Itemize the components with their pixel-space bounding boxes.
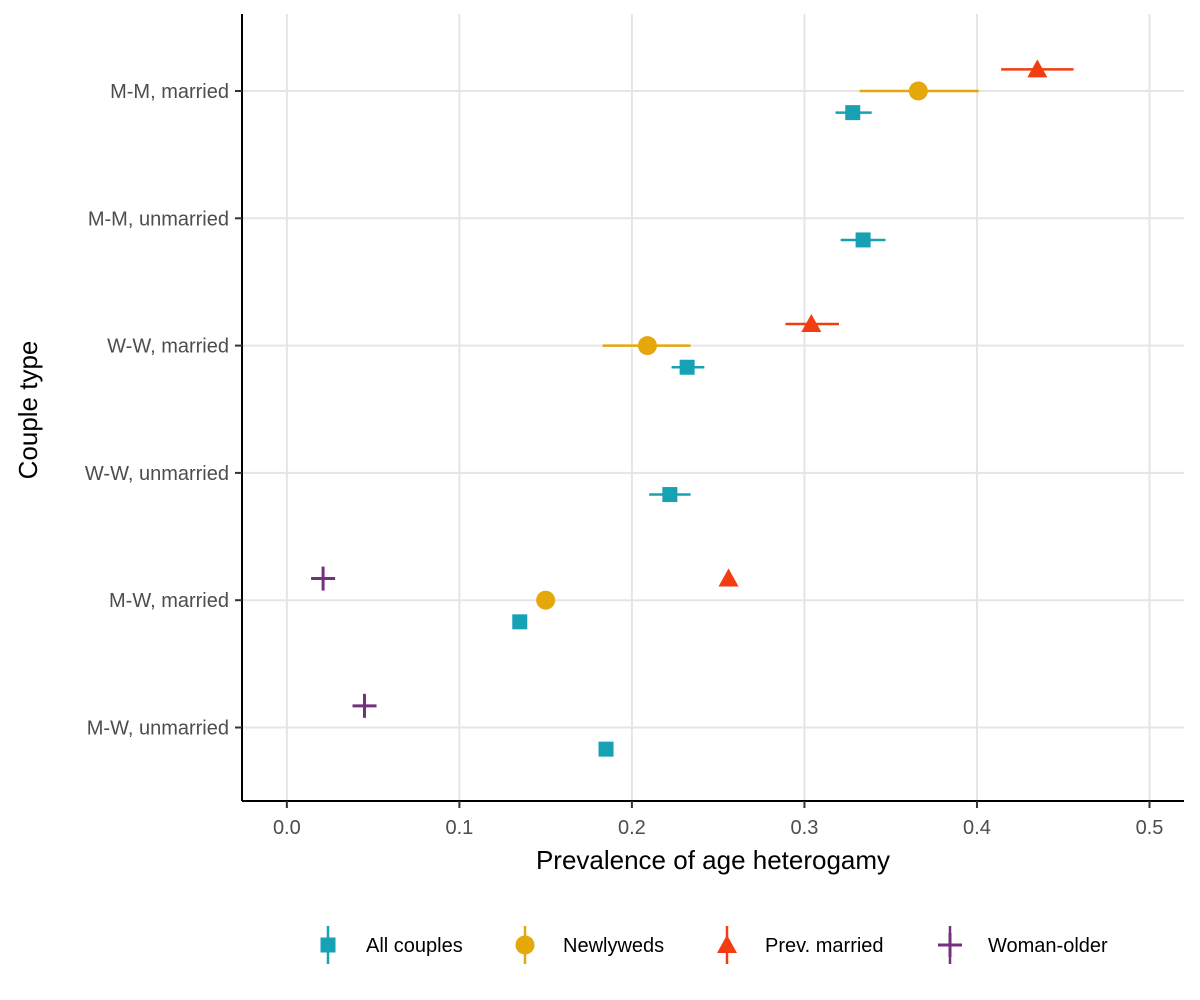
x-tick-label: 0.3 <box>791 817 819 839</box>
data-point <box>598 741 614 757</box>
legend-label: All couples <box>366 935 463 957</box>
legend-label: Newlyweds <box>563 935 664 957</box>
point-marker <box>1027 59 1048 78</box>
y-axis-title: Couple type <box>13 341 43 480</box>
data-point <box>649 487 691 503</box>
point-marker <box>536 590 556 610</box>
series-woman-older <box>311 566 377 718</box>
point-marker <box>908 81 928 101</box>
axes <box>241 14 1184 802</box>
category-label: W-W, unmarried <box>85 463 229 485</box>
category-label: M-W, unmarried <box>87 718 229 740</box>
data-point <box>859 81 979 101</box>
point-marker <box>801 313 822 332</box>
series-all-couples <box>512 105 886 757</box>
data-point <box>785 313 839 332</box>
data-point <box>602 336 691 356</box>
x-tick-label: 0.2 <box>618 817 646 839</box>
x-tick-label: 0.5 <box>1136 817 1164 839</box>
x-tick-label: 0.0 <box>273 817 301 839</box>
data-point <box>311 566 336 591</box>
legend-key-marker <box>938 933 962 957</box>
category-label: W-W, married <box>107 336 229 358</box>
data-point <box>840 232 886 248</box>
legend-label: Prev. married <box>765 935 884 957</box>
point-marker <box>637 336 657 356</box>
data-point <box>512 614 528 630</box>
legend-item: Newlyweds <box>515 926 664 964</box>
tick-labels: 0.0 0.1 0.2 0.3 0.4 0.5 M-M, married M-M, unmar… <box>85 81 1164 839</box>
series-prev-married <box>718 59 1074 587</box>
point-marker <box>598 741 614 757</box>
legend-key-marker <box>717 935 737 953</box>
point-marker <box>845 105 861 121</box>
x-tick-label: 0.1 <box>445 817 473 839</box>
point-marker <box>311 566 336 591</box>
data-point <box>718 568 739 587</box>
point-marker <box>512 614 528 630</box>
category-label: M-M, unmarried <box>88 208 229 230</box>
x-tick-label: 0.4 <box>963 817 991 839</box>
legend-label: Woman-older <box>988 935 1108 957</box>
data-point <box>536 590 556 610</box>
legend-item: All couples <box>320 926 463 964</box>
point-marker <box>855 232 871 248</box>
point-marker <box>718 568 739 587</box>
legend-item: Woman-older <box>938 926 1108 964</box>
data-point <box>1001 59 1074 78</box>
legend-item: Prev. married <box>717 926 884 964</box>
point-marker <box>352 693 377 718</box>
data-point <box>352 693 377 718</box>
category-label: M-M, married <box>110 81 229 103</box>
legend-key-marker <box>515 935 535 955</box>
legend-key-marker <box>320 937 336 953</box>
series-newlyweds <box>536 81 979 610</box>
data-marks <box>311 59 1074 757</box>
legend: All couples Newlyweds Prev. married Woman-o… <box>320 926 1108 964</box>
category-label: M-W, married <box>109 590 229 612</box>
point-marker <box>679 359 695 375</box>
data-point <box>671 359 705 375</box>
gridlines <box>242 14 1184 801</box>
x-axis-title: Prevalence of age heterogamy <box>536 845 890 875</box>
point-marker <box>662 487 678 503</box>
data-point <box>835 105 872 121</box>
